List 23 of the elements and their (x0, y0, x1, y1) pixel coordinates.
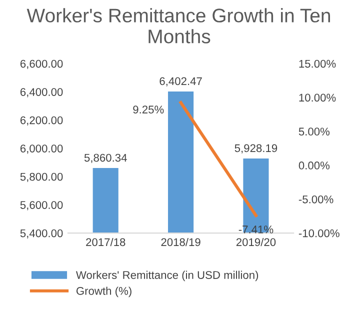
chart-title: Worker's Remittance Growth in Ten Months (26, 8, 330, 44)
y2-tick-label: 15.00% (299, 60, 336, 68)
y2-tick-label: 0.00% (298, 162, 330, 170)
y-tick-label: 6,600.00 (20, 60, 63, 70)
y-tick-label: 6,000.00 (20, 144, 63, 154)
y-tick-label: 5,600.00 (20, 201, 63, 210)
data-label: 5,928.19 (234, 144, 278, 154)
x-tick-label: 2018/19 (161, 238, 200, 246)
y2-tick-label: 10.00% (299, 94, 336, 102)
y-tick-label: 5,400.00 (20, 229, 63, 239)
y2-tick-label: 5.00% (298, 128, 330, 136)
data-label: 9.25% (133, 106, 164, 114)
data-label: 5,860.34 (84, 154, 127, 164)
y2-tick-label: -5.00% (298, 195, 334, 204)
y-tick-label: 5,800.00 (20, 172, 63, 182)
legend-label: Workers' Remittance (in USD million) (76, 270, 258, 282)
x-tick-label: 2017/18 (86, 238, 126, 246)
y2-tick-label: -10.00% (298, 229, 340, 238)
legend-label: Growth (%) (76, 286, 132, 298)
y-tick-label: 6,200.00 (20, 116, 63, 126)
y-tick-label: 6,400.00 (20, 88, 63, 98)
data-label: 6,402.47 (160, 77, 202, 86)
x-tick-label: 2019/20 (236, 238, 276, 246)
